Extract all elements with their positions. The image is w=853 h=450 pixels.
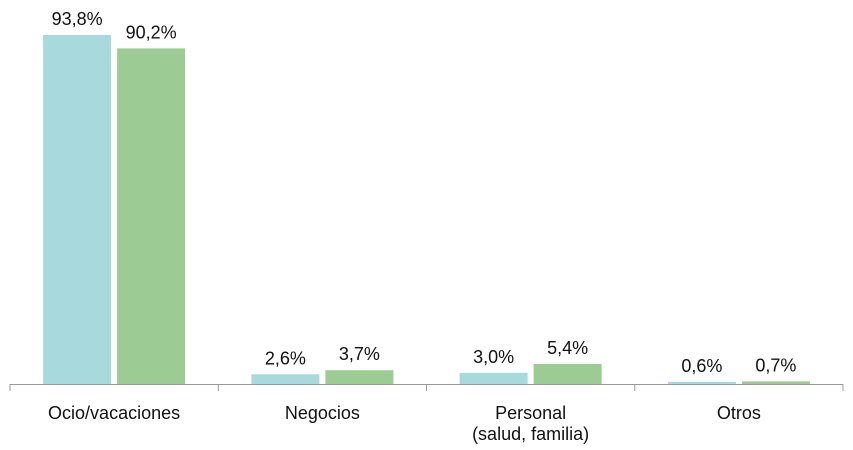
category-label-3: Personal (salud, familia) bbox=[472, 403, 589, 444]
category-label-line: Otros bbox=[717, 403, 761, 423]
value-label-s1-1: 93,8% bbox=[52, 9, 103, 29]
value-label-s2-1: 90,2% bbox=[126, 22, 177, 42]
category-label-line: Personal bbox=[495, 403, 566, 423]
category-label-4: Otros bbox=[717, 403, 761, 423]
category-label-line: Ocio/vacaciones bbox=[48, 403, 180, 423]
bar-s1-4 bbox=[667, 381, 736, 384]
value-label-s1-3: 3,0% bbox=[473, 347, 514, 367]
category-labels-layer: Ocio/vacaciones Negocios Personal (salud, f… bbox=[48, 403, 761, 444]
bars-layer bbox=[43, 35, 810, 385]
bar-s2-3 bbox=[533, 363, 602, 384]
category-label-2: Negocios bbox=[285, 403, 360, 423]
bar-s1-2 bbox=[251, 374, 320, 384]
value-label-s1-4: 0,6% bbox=[681, 356, 722, 376]
category-label-line: (salud, familia) bbox=[472, 424, 589, 444]
category-label-1: Ocio/vacaciones bbox=[48, 403, 180, 423]
bar-s2-4 bbox=[741, 381, 810, 384]
value-labels-layer: 93,8% 2,6% 3,0% 0,6% 90,2% 3,7% 5,4% 0,7% bbox=[52, 9, 797, 376]
value-label-s2-4: 0,7% bbox=[755, 355, 796, 375]
bar-s1-3 bbox=[459, 372, 528, 384]
value-label-s1-2: 2,6% bbox=[265, 348, 306, 368]
category-label-line: Negocios bbox=[285, 403, 360, 423]
value-label-s2-2: 3,7% bbox=[339, 344, 380, 364]
bar-s1-1 bbox=[43, 35, 112, 384]
x-axis bbox=[9, 384, 844, 391]
value-label-s2-3: 5,4% bbox=[547, 338, 588, 358]
bar-s2-1 bbox=[117, 48, 186, 385]
bar-s2-2 bbox=[325, 370, 394, 384]
